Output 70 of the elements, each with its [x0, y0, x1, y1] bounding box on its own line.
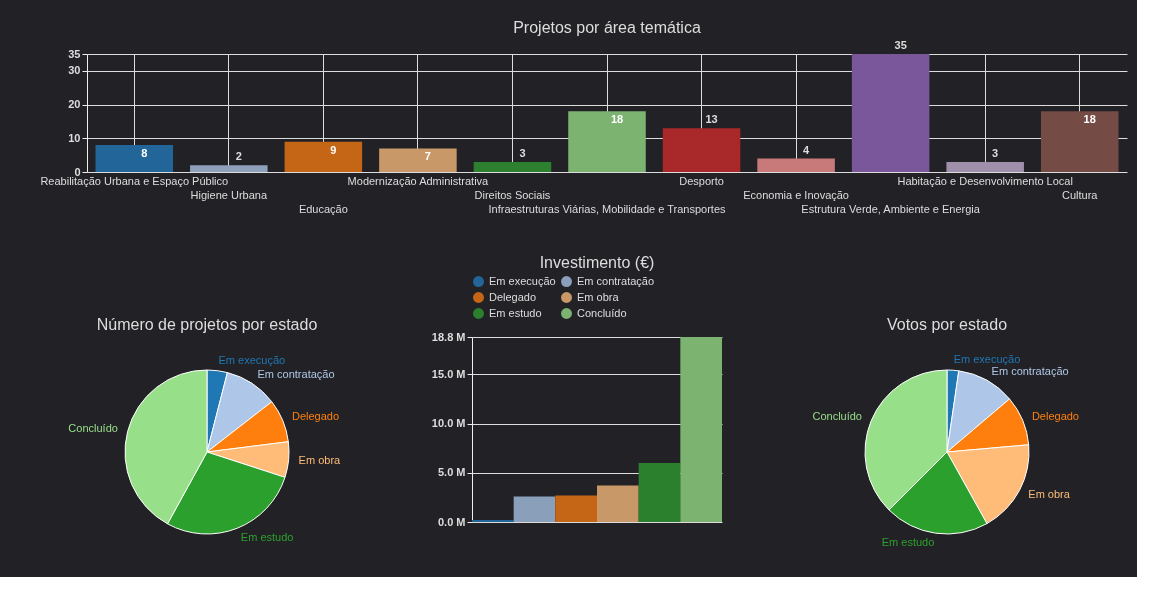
bar: [555, 495, 597, 522]
bar: [95, 145, 174, 172]
y-tick-label: 20: [68, 98, 81, 111]
x-tick-label: Habitação e Desenvolvimento Local: [897, 175, 1073, 187]
y-tick-label: 0.0 M: [437, 515, 466, 528]
bar: [513, 496, 556, 522]
x-tick-label: Modernização Administrativa: [347, 175, 490, 187]
data-label: 7: [424, 150, 431, 163]
chart-title: Votos por estado: [886, 316, 1008, 333]
bar: [946, 161, 1024, 172]
legend-label: Em obra: [577, 290, 620, 303]
bar: [851, 54, 930, 172]
x-tick-label: Direitos Sociais: [474, 189, 551, 201]
bar: [662, 128, 741, 172]
y-tick-label: 10: [68, 131, 81, 144]
x-tick-label: Educação: [298, 203, 348, 215]
bar: [1040, 111, 1119, 172]
legend-label: Concluído: [577, 306, 627, 319]
bar: [597, 485, 639, 522]
bar: [568, 111, 646, 172]
bar: [379, 148, 457, 172]
x-tick-label: Higiene Urbana: [190, 189, 268, 201]
y-tick-label: 30: [68, 64, 81, 77]
legend-label: Em execução: [489, 274, 556, 287]
legend-label: Em contratação: [577, 274, 655, 287]
slice-label: Em contratação: [991, 364, 1069, 377]
x-tick-label: Economia e Inovação: [743, 189, 849, 201]
slice-label: Concluído: [68, 422, 118, 435]
data-label: 18: [610, 113, 624, 126]
y-tick-label: 18.8 M: [431, 330, 466, 343]
y-tick-label: 5.0 M: [437, 466, 466, 479]
bar: [757, 158, 835, 172]
x-tick-label: Estrutura Verde, Ambiente e Energia: [801, 203, 981, 215]
chart-title: Investimento (€): [539, 254, 655, 271]
data-label: 4: [803, 143, 811, 156]
data-label: 35: [894, 39, 907, 51]
data-label: 9: [330, 143, 337, 156]
bar: [638, 462, 681, 522]
legend-label: Em estudo: [489, 306, 542, 319]
chart-title: Projetos por área temática: [513, 19, 701, 36]
x-tick-label: Infraestruturas Viárias, Mobilidade e Transportes: [488, 203, 727, 215]
slice-label: Em estudo: [881, 536, 935, 549]
chart-title: Número de projetos por estado: [96, 316, 318, 333]
slice-label: Em contratação: [257, 368, 335, 381]
slice-label: Delegado: [1031, 409, 1079, 422]
data-label: 3: [992, 146, 999, 159]
bar: [284, 141, 363, 172]
x-tick-label: Desporto: [679, 175, 724, 187]
x-tick-label: Reabilitação Urbana e Espaço Público: [40, 175, 229, 187]
slice-label: Em obra: [298, 453, 342, 466]
bar: [680, 337, 722, 522]
data-label: 13: [705, 113, 718, 126]
bar: [190, 165, 268, 172]
legend-label: Delegado: [489, 290, 537, 303]
slice-label: Concluído: [812, 409, 862, 422]
y-tick-label: 35: [68, 47, 81, 60]
slice-label: Em execução: [218, 353, 286, 366]
y-tick-label: 15.0 M: [431, 367, 466, 380]
slice-label: Delegado: [292, 409, 340, 422]
data-label: 18: [1083, 113, 1096, 126]
data-label: 3: [519, 146, 526, 159]
data-label: 2: [235, 150, 242, 163]
x-tick-label: Cultura: [1061, 189, 1099, 201]
y-tick-label: 0: [74, 165, 81, 178]
slice-label: Em obra: [1028, 488, 1071, 501]
bar: [473, 161, 552, 172]
slice-label: Em execução: [953, 353, 1021, 366]
slice-label: Em estudo: [240, 530, 294, 543]
data-label: 8: [141, 147, 148, 160]
y-tick-label: 10.0 M: [431, 417, 466, 430]
